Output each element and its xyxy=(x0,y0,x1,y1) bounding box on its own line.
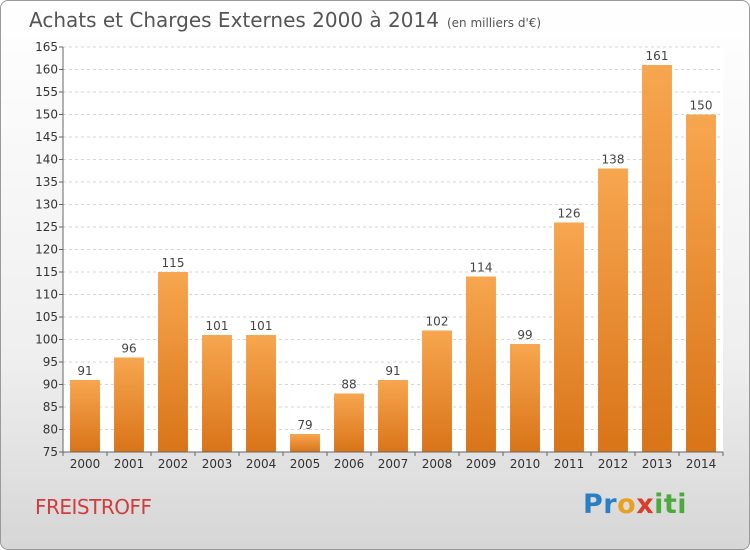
y-tick-label: 155 xyxy=(35,85,58,99)
y-tick-label: 125 xyxy=(35,220,58,234)
bar-value-label: 150 xyxy=(690,99,713,113)
y-tick-label: 145 xyxy=(35,130,58,144)
bar xyxy=(422,330,452,452)
x-tick-label: 2003 xyxy=(202,457,233,471)
x-tick-label: 2000 xyxy=(70,457,101,471)
bar xyxy=(246,335,276,452)
y-tick-label: 95 xyxy=(43,355,58,369)
x-tick-label: 2011 xyxy=(554,457,585,471)
bar-value-label: 102 xyxy=(426,315,449,329)
y-tick-label: 165 xyxy=(35,40,58,54)
chart-title-text: Achats et Charges Externes 2000 à 2014 xyxy=(29,8,439,32)
logo-letter: i xyxy=(654,489,664,520)
bar xyxy=(554,222,584,452)
bar xyxy=(158,272,188,452)
axes: 75 80 85 90 95 100 105 110 115 120 125 130 135 140 145… xyxy=(35,40,724,471)
x-tick-label: 2005 xyxy=(290,457,321,471)
y-tick-label: 160 xyxy=(35,63,58,77)
bar-value-label: 91 xyxy=(77,364,92,378)
bar-value-label: 91 xyxy=(385,364,400,378)
y-tick-label: 105 xyxy=(35,310,58,324)
logo-letter: P xyxy=(583,489,604,520)
y-tick-label: 120 xyxy=(35,243,58,257)
commune-name: FREISTROFF xyxy=(35,495,152,519)
chart-title: Achats et Charges Externes 2000 à 2014 (e… xyxy=(29,8,541,32)
x-tick-label: 2004 xyxy=(246,457,277,471)
y-tick-label: 90 xyxy=(43,378,58,392)
y-tick-label: 80 xyxy=(43,423,58,437)
bar-value-label: 114 xyxy=(470,261,493,275)
y-tick-label: 85 xyxy=(43,400,58,414)
x-tick-label: 2002 xyxy=(158,457,189,471)
y-tick-label: 135 xyxy=(35,175,58,189)
bar xyxy=(510,344,540,452)
bar-value-label: 79 xyxy=(297,418,312,432)
x-tick-label: 2001 xyxy=(114,457,145,471)
y-tick-label: 115 xyxy=(35,265,58,279)
bar xyxy=(70,380,100,452)
bar-value-label: 101 xyxy=(250,319,273,333)
y-tick-label: 150 xyxy=(35,108,58,122)
bar xyxy=(378,380,408,452)
bar-value-label: 88 xyxy=(341,378,356,392)
x-tick-label: 2008 xyxy=(422,457,453,471)
bar-value-label: 96 xyxy=(121,342,136,356)
y-tick-label: 100 xyxy=(35,333,58,347)
y-tick-label: 75 xyxy=(43,445,58,459)
bar-value-label: 115 xyxy=(162,256,185,270)
x-tick-label: 2007 xyxy=(378,457,409,471)
bar-value-label: 138 xyxy=(602,153,625,167)
bar-value-label: 126 xyxy=(558,207,581,221)
bar xyxy=(290,434,320,452)
logo-letter: ti xyxy=(663,489,688,520)
bar xyxy=(466,276,496,452)
x-tick-label: 2013 xyxy=(642,457,673,471)
logo-letter: x xyxy=(636,489,655,520)
bar-value-label: 161 xyxy=(646,49,669,63)
bar xyxy=(202,335,232,452)
bar xyxy=(686,114,716,452)
bar xyxy=(334,393,364,452)
bar-value-label: 99 xyxy=(517,328,532,342)
x-tick-label: 2009 xyxy=(466,457,497,471)
bars: 91 96 115 101 101 79 88 91 102 114 99 126 138 161 150 xyxy=(70,49,716,452)
bar xyxy=(642,65,672,452)
y-tick-label: 140 xyxy=(35,153,58,167)
y-tick-label: 130 xyxy=(35,198,58,212)
logo-letter: r xyxy=(603,489,618,520)
chart-subtitle: (en milliers d'€) xyxy=(446,16,542,30)
x-tick-label: 2012 xyxy=(598,457,629,471)
logo-letter: o xyxy=(617,489,637,520)
bar xyxy=(598,168,628,452)
bar-value-label: 101 xyxy=(206,319,229,333)
y-tick-label: 110 xyxy=(35,288,58,302)
x-tick-label: 2014 xyxy=(686,457,717,471)
x-tick-label: 2006 xyxy=(334,457,365,471)
x-tick-label: 2010 xyxy=(510,457,541,471)
proxiti-logo: Proxiti xyxy=(583,489,687,520)
bar xyxy=(114,357,144,452)
